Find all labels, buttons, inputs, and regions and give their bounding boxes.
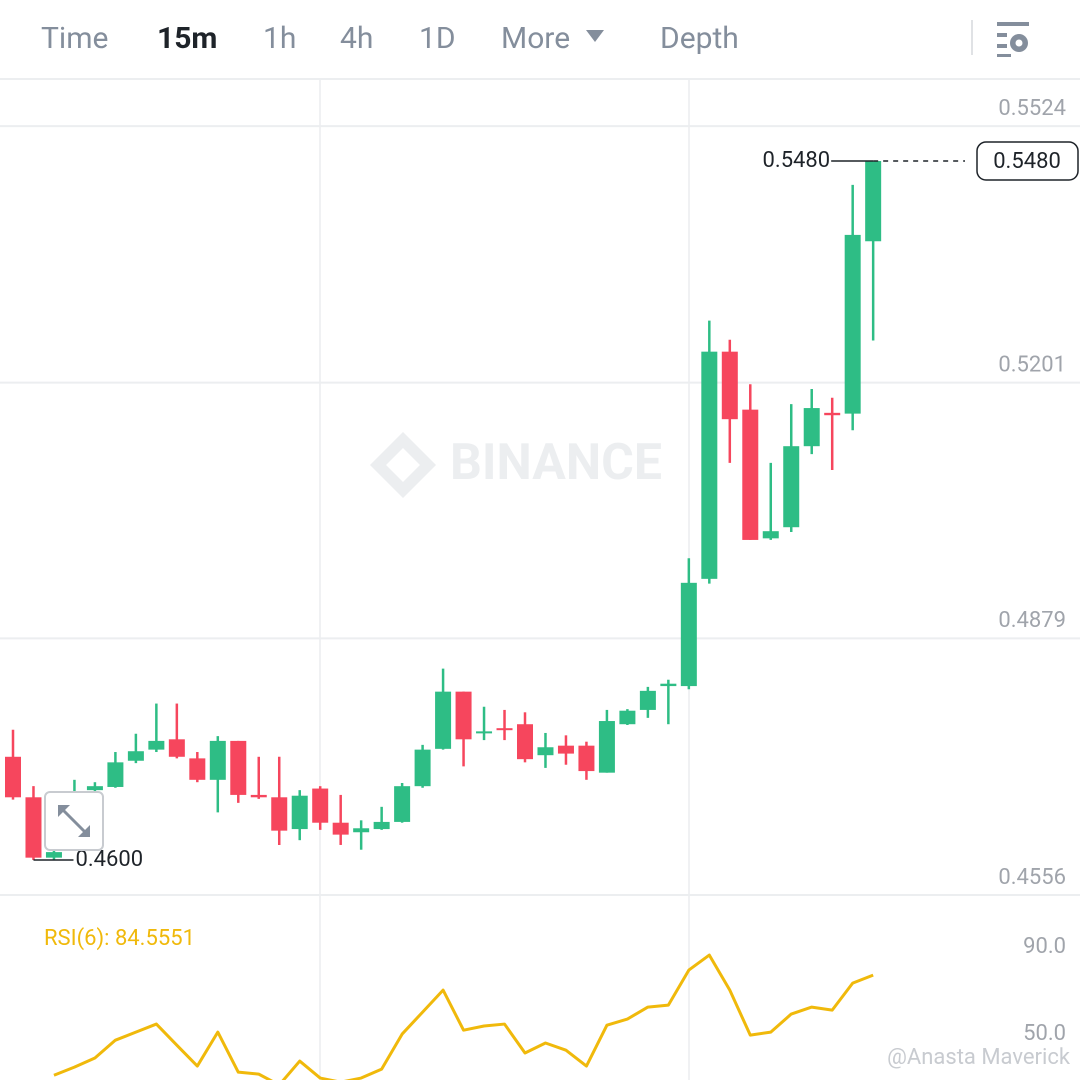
candle-body [517, 724, 533, 760]
candle-body [455, 691, 472, 740]
candle-body [189, 758, 206, 780]
tab[interactable]: 1h [263, 21, 296, 56]
candle-body [865, 161, 882, 242]
candle-body [250, 794, 267, 798]
candle-body [414, 749, 431, 787]
candle-body [86, 786, 103, 791]
candle-body [107, 762, 124, 787]
y-tick-label: 0.5524 [998, 96, 1066, 121]
y-tick-label: 50.0 [1023, 1021, 1066, 1046]
y-tick-label: 0.4879 [998, 608, 1066, 633]
settings-icon[interactable] [997, 22, 1029, 57]
candle-body [598, 721, 615, 773]
candle-body [680, 582, 697, 687]
watermark-logo [370, 432, 436, 498]
rsi-line [53, 953, 874, 1084]
credit: @Anasta Maverick [887, 1045, 1071, 1070]
candle-body [5, 756, 21, 798]
tab[interactable]: More [501, 21, 570, 56]
candle-body [25, 797, 42, 858]
candle-body [496, 728, 513, 731]
candle-body [762, 531, 779, 539]
candle-body [394, 786, 411, 822]
candle-body [537, 747, 554, 756]
more-caret[interactable] [586, 30, 604, 42]
candle-body [639, 690, 656, 710]
expand-button[interactable] [44, 791, 104, 851]
candle-body [783, 446, 800, 528]
high-label: 0.5480 [763, 148, 831, 173]
candle-body [291, 795, 308, 830]
candle-body [803, 408, 820, 447]
watermark: BINANCE [450, 434, 662, 492]
tab[interactable]: 1D [419, 21, 456, 56]
candle-body [332, 822, 349, 835]
y-tick-label: 90.0 [1023, 934, 1066, 959]
candle-body [701, 351, 718, 579]
tab[interactable]: 15m [157, 21, 217, 56]
low-label: 0.4600 [75, 847, 143, 872]
candle-body [578, 745, 595, 772]
tab[interactable]: 4h [340, 21, 373, 56]
candle-body [209, 740, 226, 780]
candle-body [230, 740, 247, 795]
y-tick-label: 0.5201 [998, 352, 1066, 377]
candle-body [660, 683, 677, 687]
indicator-title: RSI(6): 84.5551 [44, 926, 195, 951]
candle-body [373, 821, 390, 830]
y-tick-label: 0.4556 [998, 865, 1066, 890]
candle-body [824, 412, 841, 416]
candle-body [148, 740, 165, 750]
candle-body [619, 710, 636, 725]
last-price-box [976, 141, 1079, 181]
candle-body [435, 691, 452, 749]
candle-body [557, 745, 574, 754]
last-price-label: 0.5480 [993, 149, 1061, 174]
candle-body [353, 828, 370, 833]
tab[interactable]: Time [41, 21, 108, 56]
candle-body [476, 731, 493, 734]
candle-body [127, 751, 144, 761]
candle-body [45, 852, 62, 858]
candle-body [742, 409, 759, 540]
candle-body [271, 797, 288, 831]
tab[interactable]: Depth [660, 21, 739, 56]
candle-body [844, 234, 861, 414]
candle-body [721, 351, 738, 420]
candle-body [312, 788, 329, 823]
candle-body [168, 739, 185, 757]
